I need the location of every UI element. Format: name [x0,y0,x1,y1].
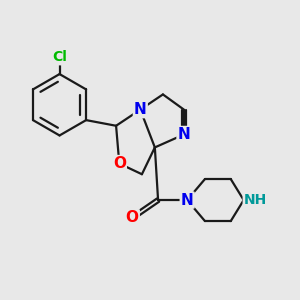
Text: N: N [134,102,147,117]
Text: N: N [178,127,190,142]
Text: O: O [126,210,139,225]
Text: NH: NH [244,193,267,207]
Text: N: N [181,193,194,208]
Text: O: O [113,156,126,171]
Text: Cl: Cl [52,50,67,64]
